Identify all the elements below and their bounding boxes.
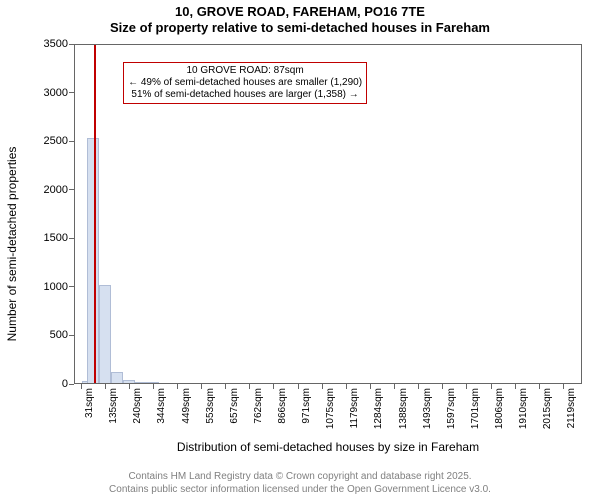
x-tick-mark — [177, 384, 178, 389]
x-tick-label: 1910sqm — [518, 388, 529, 429]
y-tick-label: 3000 — [44, 87, 68, 99]
x-tick-label: 657sqm — [229, 388, 240, 424]
histogram-bar — [87, 138, 99, 383]
y-tick-label: 2500 — [44, 135, 68, 147]
annotation-box: 10 GROVE ROAD: 87sqm← 49% of semi-detach… — [123, 62, 367, 104]
x-tick-mark — [153, 384, 154, 389]
annotation-line: 51% of semi-detached houses are larger (… — [128, 89, 362, 101]
x-tick-mark — [539, 384, 540, 389]
x-tick-mark — [466, 384, 467, 389]
x-tick-label: 31sqm — [84, 388, 95, 418]
highlight-line — [94, 45, 96, 383]
y-tick-label: 3500 — [44, 38, 68, 50]
x-tick-label: 2015sqm — [542, 388, 553, 429]
x-tick-label: 866sqm — [277, 388, 288, 424]
x-tick-mark — [105, 384, 106, 389]
chart-container: 10, GROVE ROAD, FAREHAM, PO16 7TE Size o… — [0, 0, 600, 500]
histogram-bar — [135, 382, 147, 383]
x-tick-label: 1701sqm — [470, 388, 481, 429]
x-tick-mark — [298, 384, 299, 389]
footer-line-1: Contains HM Land Registry data © Crown c… — [0, 471, 600, 484]
x-tick-label: 1806sqm — [494, 388, 505, 429]
y-axis-label: Number of semi-detached properties — [5, 147, 19, 342]
x-tick-mark — [201, 384, 202, 389]
x-tick-mark — [442, 384, 443, 389]
chart-area: Number of semi-detached properties 05001… — [18, 44, 592, 444]
histogram-bar — [147, 382, 159, 383]
x-tick-label: 1597sqm — [446, 388, 457, 429]
annotation-line: ← 49% of semi-detached houses are smalle… — [128, 77, 362, 89]
y-tick-label: 2000 — [44, 184, 68, 196]
y-tick-label: 500 — [50, 329, 68, 341]
x-tick-mark — [491, 384, 492, 389]
x-tick-label: 971sqm — [301, 388, 312, 424]
footer-line-2: Contains public sector information licen… — [0, 484, 600, 497]
x-tick-label: 135sqm — [108, 388, 119, 424]
x-ticks: 31sqm 135sqm 240sqm 344sqm 449sqm 553sqm 657sq… — [74, 384, 582, 444]
x-tick-label: 762sqm — [253, 388, 264, 424]
x-tick-mark — [346, 384, 347, 389]
x-tick-mark — [418, 384, 419, 389]
x-tick-label: 1179sqm — [349, 388, 360, 428]
x-tick-mark — [249, 384, 250, 389]
x-tick-mark — [129, 384, 130, 389]
x-tick-label: 2119sqm — [566, 388, 577, 428]
x-tick-label: 1388sqm — [398, 388, 409, 429]
y-ticks: 0500100015002000250030003500 — [18, 44, 74, 384]
histogram-bar — [99, 285, 111, 383]
annotation-line: 10 GROVE ROAD: 87sqm — [128, 65, 362, 77]
title-line-2: Size of property relative to semi-detach… — [0, 20, 600, 36]
y-tick-label: 0 — [62, 378, 68, 390]
x-tick-mark — [81, 384, 82, 389]
x-tick-label: 1075sqm — [325, 388, 336, 429]
title-block: 10, GROVE ROAD, FAREHAM, PO16 7TE Size o… — [0, 0, 600, 37]
x-tick-mark — [225, 384, 226, 389]
y-tick-label: 1500 — [44, 232, 68, 244]
x-tick-label: 449sqm — [181, 388, 192, 424]
x-tick-mark — [322, 384, 323, 389]
x-tick-label: 344sqm — [156, 388, 167, 424]
x-tick-label: 1493sqm — [422, 388, 433, 429]
plot-area: 10 GROVE ROAD: 87sqm← 49% of semi-detach… — [74, 44, 582, 384]
x-tick-mark — [563, 384, 564, 389]
x-tick-label: 1284sqm — [373, 388, 384, 429]
x-axis-label: Distribution of semi-detached houses by … — [74, 440, 582, 454]
x-tick-mark — [515, 384, 516, 389]
x-tick-mark — [370, 384, 371, 389]
x-tick-mark — [273, 384, 274, 389]
y-tick-label: 1000 — [44, 281, 68, 293]
x-tick-label: 240sqm — [132, 388, 143, 424]
title-line-1: 10, GROVE ROAD, FAREHAM, PO16 7TE — [0, 4, 600, 20]
x-tick-label: 553sqm — [205, 388, 216, 424]
x-tick-mark — [394, 384, 395, 389]
footer-attribution: Contains HM Land Registry data © Crown c… — [0, 471, 600, 496]
histogram-bar — [123, 380, 135, 383]
histogram-bar — [111, 372, 123, 383]
